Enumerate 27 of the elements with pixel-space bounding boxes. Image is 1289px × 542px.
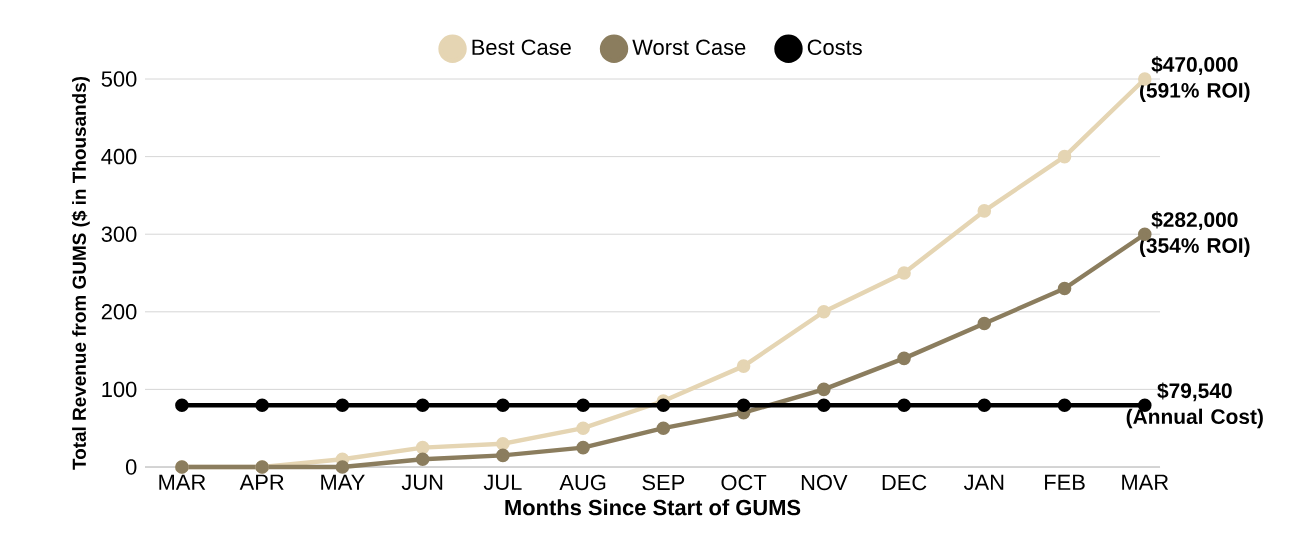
legend-label: Costs	[807, 39, 862, 55]
x-tick-label: FEB	[1045, 474, 1085, 490]
x-tick-label: APR	[239, 474, 284, 490]
x-tick-label: OCT	[721, 474, 767, 491]
annotation: $79,540 (Annual Cost)	[1126, 382, 1263, 429]
x-tick-label: DEC	[882, 474, 927, 491]
annotation: $470,000 (591% ROI)	[1140, 56, 1250, 102]
x-tick-label: JUL	[483, 474, 522, 490]
x-tick-label: JUN	[401, 474, 443, 490]
y-tick-label: 400	[101, 148, 137, 165]
x-axis-title: Months Since Start of GUMS	[505, 499, 801, 516]
legend-label: Best Case	[472, 39, 571, 55]
x-tick-label: MAR	[159, 474, 206, 490]
y-tick-label: 300	[101, 226, 137, 242]
annotation: $282,000 (354% ROI)	[1140, 211, 1250, 258]
x-tick-label: SEP	[642, 474, 685, 491]
x-tick-label: MAY	[321, 474, 365, 490]
y-tick-label: 0	[125, 459, 137, 475]
x-tick-label: JAN	[963, 474, 1004, 490]
y-axis-title: Total Revenue from GUMS ($ in Thousands)	[71, 76, 90, 470]
y-tick-label: 200	[101, 304, 137, 320]
x-tick-label: MAR	[1122, 474, 1169, 490]
y-tick-label: 500	[101, 71, 137, 87]
x-tick-label: NOV	[801, 474, 848, 491]
x-tick-label: AUG	[559, 474, 606, 491]
legend-label: Worst Case	[632, 39, 746, 55]
y-tick-label: 100	[102, 381, 137, 398]
